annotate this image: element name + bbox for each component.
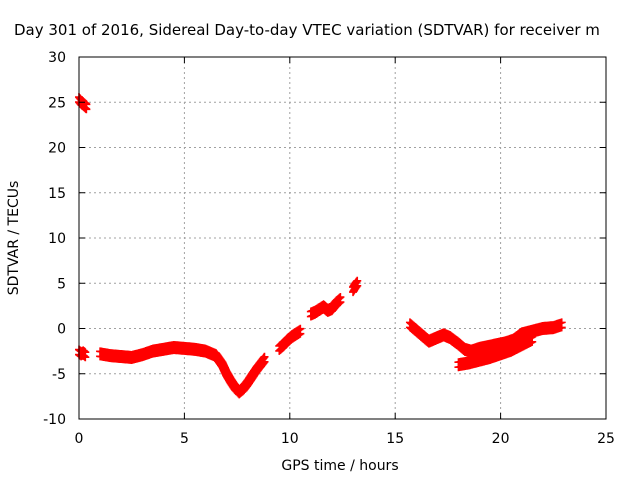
data-point — [353, 281, 362, 290]
data-points — [75, 93, 566, 399]
chart-title: Day 301 of 2016, Sidereal Day-to-day VTE… — [14, 21, 600, 39]
y-tick-label: 0 — [57, 322, 66, 338]
x-tick-label: 20 — [492, 431, 510, 447]
x-tick-label: 15 — [386, 431, 404, 447]
data-point — [528, 337, 537, 346]
x-tick-label: 10 — [281, 431, 299, 447]
y-axis-label: SDTVAR / TECUs — [6, 181, 22, 296]
y-tick-label: 10 — [48, 231, 66, 247]
x-axis-ticks: 0 5 10 15 20 25 — [75, 57, 615, 447]
y-tick-label: -5 — [52, 367, 66, 383]
data-point — [296, 329, 305, 338]
x-axis-label: GPS time / hours — [281, 458, 398, 474]
data-point — [82, 105, 91, 114]
x-tick-label: 25 — [597, 431, 615, 447]
grid-lines — [79, 57, 606, 419]
y-axis-ticks: -10 -5 0 5 10 15 20 25 30 — [43, 50, 606, 428]
y-tick-label: 15 — [48, 186, 66, 202]
x-tick-label: 0 — [75, 431, 84, 447]
data-point — [81, 353, 90, 362]
x-tick-label: 5 — [180, 431, 189, 447]
data-point — [260, 357, 269, 366]
y-tick-label: 30 — [48, 50, 66, 66]
data-point — [336, 298, 345, 307]
y-tick-label: 25 — [48, 95, 66, 111]
data-point — [557, 323, 566, 332]
y-tick-label: -10 — [43, 412, 66, 428]
y-tick-label: 20 — [48, 141, 66, 157]
plot-frame — [78, 56, 607, 420]
y-tick-label: 5 — [57, 276, 66, 292]
